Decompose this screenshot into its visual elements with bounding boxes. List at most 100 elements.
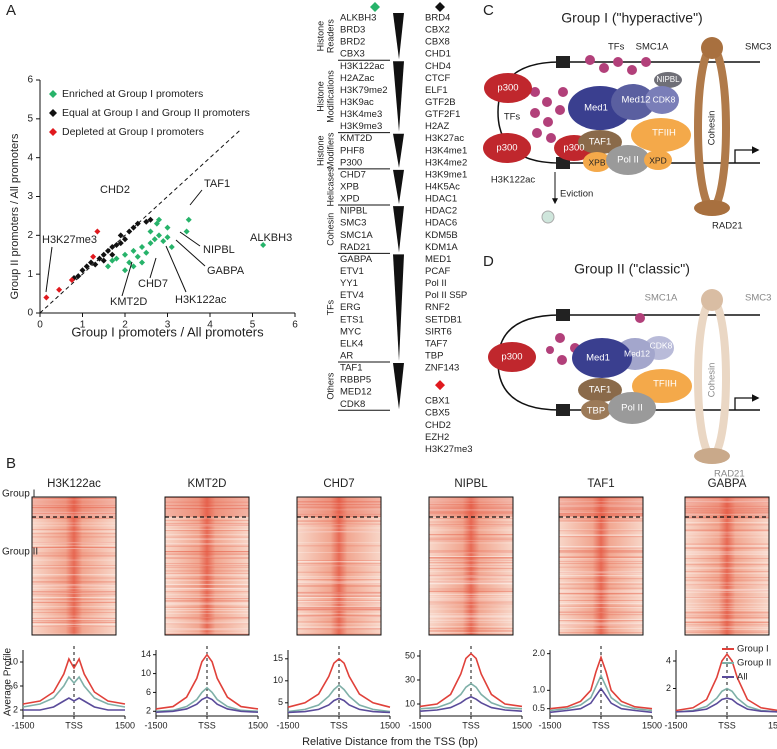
list-marker <box>435 380 445 391</box>
point <box>147 216 154 223</box>
heatmap <box>32 497 116 635</box>
factor-name: H3K27me3 <box>425 444 473 455</box>
y-axis-label: Average Profile <box>3 647 14 716</box>
factor-name: BRD2 <box>340 37 365 48</box>
diagonal <box>39 128 242 314</box>
point <box>79 267 86 274</box>
factor-name: TAF1 <box>340 363 363 374</box>
y-tick-label: 0.5 <box>532 703 545 713</box>
diagram-label: NIPBL <box>656 75 680 84</box>
profile-line <box>419 652 523 708</box>
factor-name: Pol II <box>425 278 447 289</box>
point <box>94 228 101 235</box>
x-tick-label: TSS <box>198 720 216 730</box>
point <box>96 255 103 262</box>
y-tick-label: 0 <box>27 308 33 319</box>
y-tick-label: 2.0 <box>532 648 545 658</box>
factor-name: XPD <box>340 194 360 205</box>
factor-name: ALKBH3 <box>340 13 376 24</box>
xpd <box>644 150 672 170</box>
factor-name: AR <box>340 350 353 361</box>
x-tick-label: -1500 <box>11 720 34 730</box>
factor-name: ELF1 <box>425 85 448 96</box>
tss-arrow <box>734 146 760 163</box>
profile-line <box>675 687 777 713</box>
x-tick-label: 1500 <box>380 720 400 730</box>
heatmap-title: KMT2D <box>188 478 227 490</box>
factor-name: SETDB1 <box>425 314 462 325</box>
point <box>134 220 141 227</box>
x-tick-label: 6 <box>292 320 298 331</box>
panel-label: C <box>483 2 494 19</box>
y-tick-label: 10 <box>8 656 18 666</box>
y-tick-label: 15 <box>273 653 283 663</box>
factor-name: TAF7 <box>425 338 448 349</box>
point <box>75 273 82 280</box>
x-tick-label: TSS <box>462 720 480 730</box>
factor-name: H3K79me2 <box>340 85 388 96</box>
group-name: Histone <box>315 81 325 112</box>
profile-line <box>675 697 777 713</box>
x-tick-label: 1500 <box>248 720 268 730</box>
factor-name: CHD2 <box>425 420 451 431</box>
point <box>139 259 145 266</box>
factor-name: SIRT6 <box>425 326 452 337</box>
point <box>143 218 150 225</box>
panel-label: B <box>6 455 16 472</box>
factor-name: CBX8 <box>425 37 450 48</box>
factor-name: CTCF <box>425 73 451 84</box>
x-tick-label: TSS <box>330 720 348 730</box>
factor-name: CBX3 <box>340 49 365 60</box>
diagram-label: TAF1 <box>589 385 612 396</box>
tbp <box>581 400 611 420</box>
heatmap-frame <box>558 496 644 636</box>
wedge <box>393 133 404 168</box>
y-tick-label: 2 <box>27 230 33 241</box>
group-name: Others <box>325 372 335 400</box>
diagram-label: TFs <box>608 42 625 53</box>
x-tick-label: 1500 <box>512 720 532 730</box>
profile-line <box>155 653 259 710</box>
diagram-label: p300 <box>497 83 518 94</box>
y-tick-label: 50 <box>405 650 415 660</box>
group-label: Group II <box>2 547 38 558</box>
x-tick-label: 4 <box>207 320 213 331</box>
point <box>109 243 116 250</box>
x-tick-label: 1 <box>80 320 86 331</box>
factor-name: HDAC1 <box>425 194 457 205</box>
factor-name: ETS1 <box>340 314 364 325</box>
point <box>56 286 63 293</box>
point <box>83 263 90 270</box>
x-tick-label: 1500 <box>115 720 135 730</box>
diagram-label: SMC1A <box>645 293 678 304</box>
factor-name: SMC3 <box>340 218 366 229</box>
diagram-label: Pol II <box>621 403 643 414</box>
point <box>260 242 267 249</box>
factor-name: KMT2D <box>340 133 372 144</box>
leader-line <box>179 231 201 247</box>
y-tick-label: 4 <box>666 655 671 665</box>
x-tick-label: 5 <box>250 320 256 331</box>
profile-line <box>23 697 125 711</box>
factor-name: ETV1 <box>340 266 364 277</box>
factor-name: H3K4me1 <box>425 145 467 156</box>
legend-label: Group II <box>737 658 771 669</box>
group-name: Modifications <box>325 70 335 123</box>
diagram-title: Group I ("hyperactive") <box>561 10 702 26</box>
heatmap-top <box>559 497 643 517</box>
point <box>109 257 116 264</box>
nipbl <box>654 72 682 88</box>
heatmap-title: NIPBL <box>454 478 488 490</box>
point <box>105 247 111 254</box>
profile-line <box>549 687 653 714</box>
factor-name: NIPBL <box>340 206 367 217</box>
point <box>147 228 154 235</box>
tss-arrow <box>734 394 760 410</box>
heatmap-frame <box>428 496 514 636</box>
point <box>130 247 137 254</box>
point <box>151 236 158 243</box>
diagram-label: TFIIH <box>652 128 676 139</box>
wedge <box>393 254 404 361</box>
factor-name: CBX2 <box>425 25 450 36</box>
profile-line <box>155 696 259 714</box>
